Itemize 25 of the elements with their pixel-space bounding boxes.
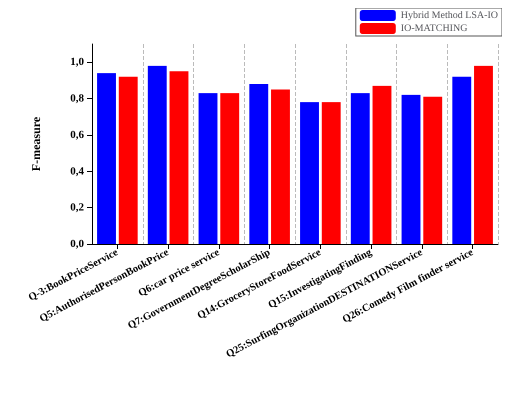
y-tick-label: 0,0 (70, 238, 84, 250)
bar (97, 73, 116, 244)
y-tick-label: 0,2 (70, 202, 84, 214)
bar (300, 102, 319, 244)
bar (148, 66, 167, 244)
bar (118, 76, 138, 244)
y-tick-label: 0,4 (70, 165, 84, 178)
y-tick-label: 1,0 (70, 56, 84, 68)
y-tick-label: 0,8 (70, 92, 84, 105)
bar (350, 93, 370, 244)
bar (322, 102, 341, 244)
y-tick-label: 0,6 (70, 128, 84, 141)
bar (170, 71, 188, 244)
bar (271, 89, 290, 244)
bar (423, 96, 442, 244)
bar (372, 86, 392, 244)
legend-label: Hybrid Method LSA-IO (400, 10, 498, 21)
bar (474, 66, 493, 244)
bar (452, 76, 472, 244)
y-axis-title: F-measure (29, 116, 43, 172)
bar (249, 84, 268, 244)
bar (198, 93, 218, 244)
bar (220, 93, 240, 244)
bar (402, 94, 420, 244)
legend-label: IO-MATCHING (400, 23, 468, 34)
